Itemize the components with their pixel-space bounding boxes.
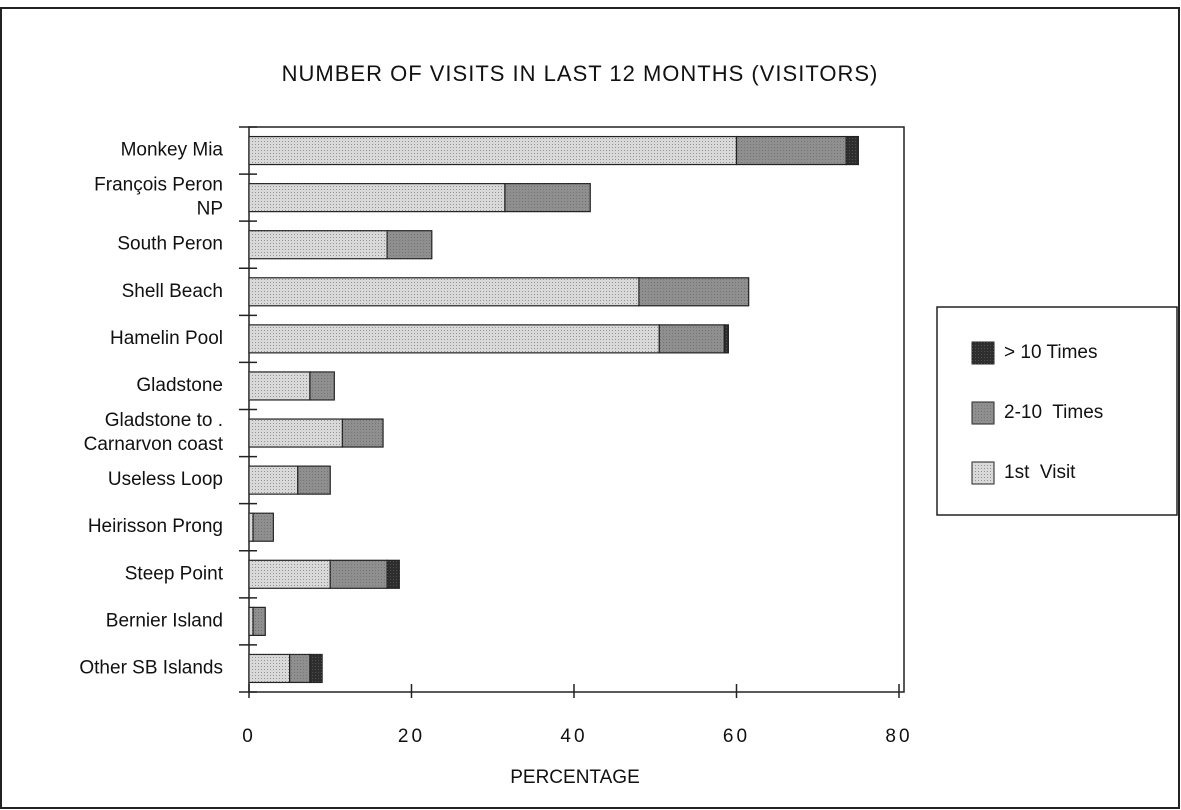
x-tick-label: 40 bbox=[560, 726, 587, 747]
legend-label: 2-10 Times bbox=[1004, 402, 1103, 423]
y-tick-label: Gladstone to . Carnarvon coast bbox=[84, 410, 224, 455]
bar-texture bbox=[309, 654, 323, 683]
y-tick-label: Bernier Island bbox=[106, 610, 223, 631]
bar-texture bbox=[504, 183, 591, 212]
x-tick-label: 80 bbox=[885, 726, 912, 747]
bar-texture bbox=[253, 607, 266, 636]
bar-texture bbox=[387, 230, 432, 259]
bar-texture bbox=[387, 560, 400, 589]
y-tick-label: Monkey Mia bbox=[121, 140, 224, 161]
bar-texture bbox=[639, 277, 749, 306]
bar-texture bbox=[659, 324, 725, 353]
bar-texture bbox=[249, 183, 505, 212]
bar-texture bbox=[249, 324, 660, 353]
bar-texture bbox=[249, 419, 343, 448]
bar-texture bbox=[736, 136, 847, 165]
legend-label: > 10 Times bbox=[1004, 342, 1097, 363]
legend-texture bbox=[972, 342, 994, 364]
bar-texture bbox=[249, 466, 298, 495]
bar-texture bbox=[249, 607, 254, 636]
bar-texture bbox=[249, 560, 331, 589]
page-border bbox=[0, 7, 1180, 809]
y-tick-label: Shell Beach bbox=[122, 281, 223, 302]
y-tick-label: Useless Loop bbox=[108, 469, 223, 490]
x-tick-label: 20 bbox=[398, 726, 425, 747]
bar-texture bbox=[846, 136, 859, 165]
y-tick-label: François Peron NP bbox=[94, 175, 223, 220]
legend-label: 1st Visit bbox=[1004, 462, 1076, 483]
chart-title: NUMBER OF VISITS IN LAST 12 MONTHS (VISI… bbox=[282, 61, 879, 86]
bar-texture bbox=[249, 513, 254, 542]
x-tick-label: 60 bbox=[723, 726, 750, 747]
bar-texture bbox=[724, 324, 729, 353]
bar-texture bbox=[297, 466, 331, 495]
y-tick-label: Gladstone bbox=[136, 375, 223, 396]
y-tick-label: Hamelin Pool bbox=[110, 328, 223, 349]
bar-texture bbox=[330, 560, 388, 589]
bar-texture bbox=[253, 513, 274, 542]
bar-texture bbox=[249, 654, 290, 683]
bar-texture bbox=[289, 654, 310, 683]
x-tick-label: 0 bbox=[242, 726, 256, 747]
x-axis-label: PERCENTAGE bbox=[510, 767, 640, 788]
legend-texture bbox=[972, 462, 994, 484]
bar-texture bbox=[309, 371, 335, 400]
bar-texture bbox=[342, 419, 384, 448]
bar-texture bbox=[249, 230, 388, 259]
y-tick-label: Other SB Islands bbox=[79, 657, 223, 678]
y-tick-label: Steep Point bbox=[125, 563, 224, 584]
bar-texture bbox=[249, 277, 639, 306]
y-tick-label: Heirisson Prong bbox=[88, 516, 223, 537]
y-tick-label: South Peron bbox=[117, 234, 223, 255]
bar-texture bbox=[249, 136, 737, 165]
legend-texture bbox=[972, 402, 994, 424]
bar-texture bbox=[249, 371, 310, 400]
